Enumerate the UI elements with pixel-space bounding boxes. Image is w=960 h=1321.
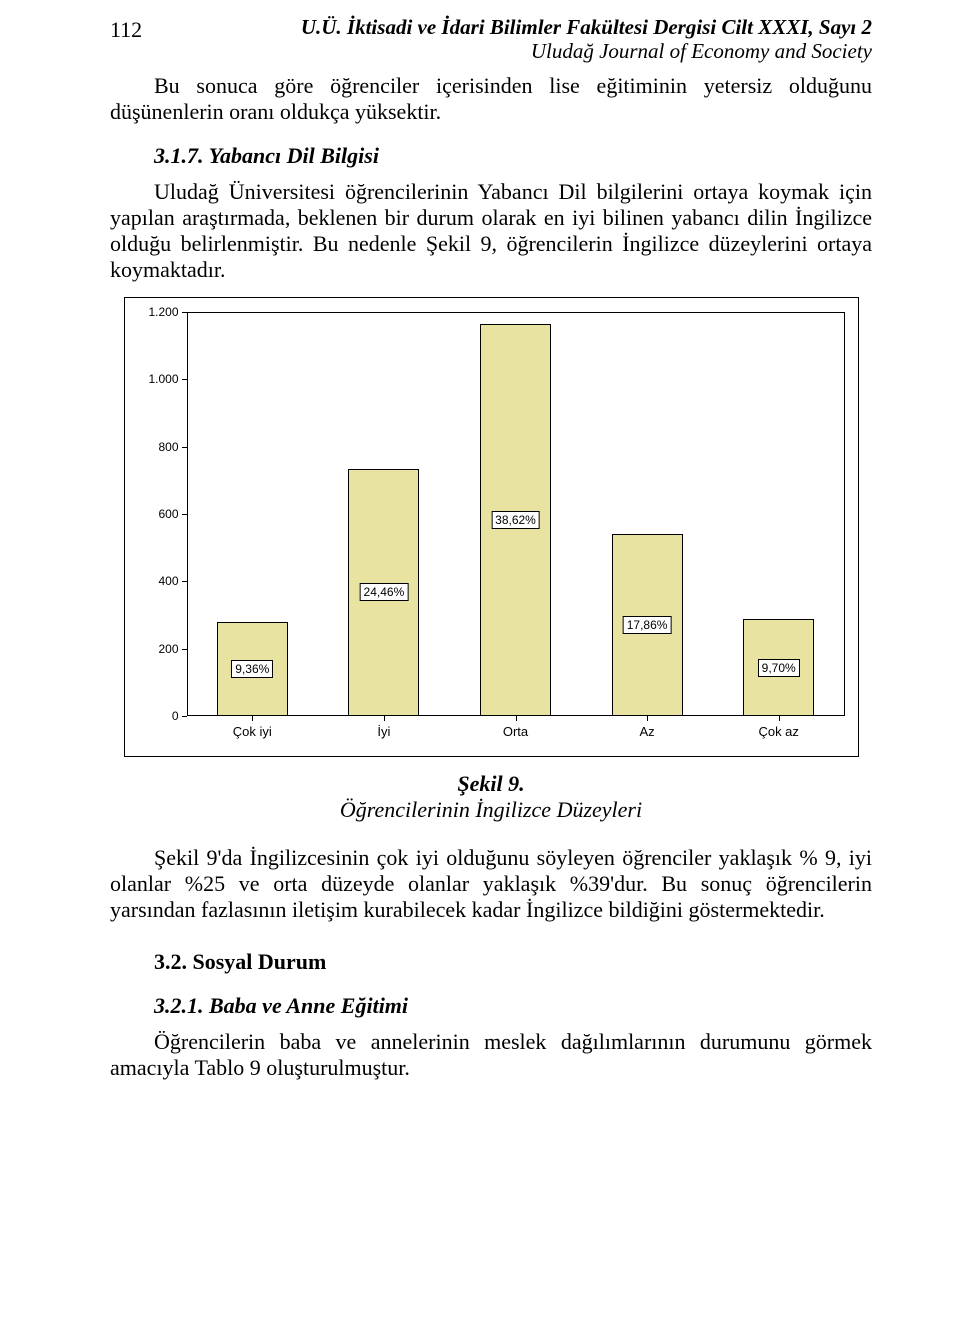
heading-3-2: 3.2. Sosyal Durum xyxy=(110,949,872,975)
y-tick-mark xyxy=(182,514,187,515)
y-tick-label: 200 xyxy=(125,642,179,656)
chart-bar-label: 17,86% xyxy=(623,616,672,634)
paragraph-317: Uludağ Üniversitesi öğrencilerinin Yaban… xyxy=(110,179,872,283)
y-tick-mark xyxy=(182,649,187,650)
x-tick-label: Çok iyi xyxy=(233,724,272,739)
journal-title: U.Ü. İktisadi ve İdari Bilimler Fakültes… xyxy=(301,15,872,39)
y-tick-label: 400 xyxy=(125,574,179,588)
chart-bar-label: 9,70% xyxy=(758,659,800,677)
journal-block: U.Ü. İktisadi ve İdari Bilimler Fakültes… xyxy=(301,15,872,63)
y-tick-label: 1.000 xyxy=(125,372,179,386)
paragraph-intro: Bu sonuca göre öğrenciler içerisinden li… xyxy=(110,73,872,125)
y-tick-mark xyxy=(182,716,187,717)
page: 112 U.Ü. İktisadi ve İdari Bilimler Fakü… xyxy=(0,0,960,1321)
x-tick-label: Az xyxy=(640,724,655,739)
x-tick-mark xyxy=(779,716,780,721)
x-tick-mark xyxy=(647,716,648,721)
figure-9-caption-sub: Öğrencilerinin İngilizce Düzeyleri xyxy=(110,797,872,823)
heading-3-2-1: 3.2.1. Baba ve Anne Eğitimi xyxy=(110,993,872,1019)
journal-subtitle: Uludağ Journal of Economy and Society xyxy=(301,39,872,63)
figure-9-caption-title: Şekil 9. xyxy=(110,771,872,797)
y-tick-mark xyxy=(182,447,187,448)
x-tick-label: Orta xyxy=(503,724,528,739)
y-tick-mark xyxy=(182,312,187,313)
x-tick-mark xyxy=(384,716,385,721)
chart-bar-label: 38,62% xyxy=(491,511,540,529)
figure-9-chart: 0 200 400 600 800 1.000 1.200 9,36% Çok iyi 24,46… xyxy=(124,297,859,757)
y-tick-mark xyxy=(182,581,187,582)
x-tick-mark xyxy=(252,716,253,721)
x-tick-label: İyi xyxy=(377,724,390,739)
y-tick-label: 0 xyxy=(125,709,179,723)
x-tick-mark xyxy=(516,716,517,721)
chart-bar-label: 24,46% xyxy=(360,583,409,601)
y-tick-label: 800 xyxy=(125,440,179,454)
x-tick-label: Çok az xyxy=(758,724,798,739)
page-number: 112 xyxy=(110,15,142,42)
y-tick-label: 600 xyxy=(125,507,179,521)
paragraph-after-fig9: Şekil 9'da İngilizcesinin çok iyi olduğu… xyxy=(110,845,872,923)
heading-3-1-7: 3.1.7. Yabancı Dil Bilgisi xyxy=(110,143,872,169)
chart-bar-label: 9,36% xyxy=(231,660,273,678)
page-header: 112 U.Ü. İktisadi ve İdari Bilimler Fakü… xyxy=(110,15,872,63)
paragraph-321: Öğrencilerin baba ve annelerinin meslek … xyxy=(110,1029,872,1081)
y-tick-label: 1.200 xyxy=(125,305,179,319)
y-tick-mark xyxy=(182,379,187,380)
